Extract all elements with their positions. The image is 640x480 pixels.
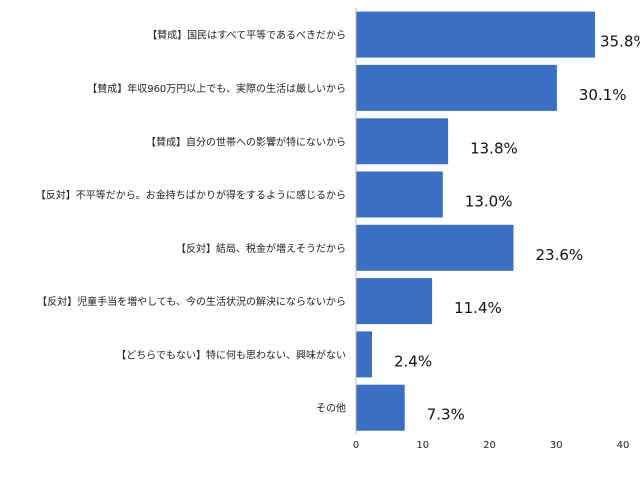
bar-5 <box>356 278 433 325</box>
category-label-4: 【反対】結局、税金が増えそうだから <box>176 242 346 255</box>
bar-4 <box>356 224 514 271</box>
bar-2 <box>356 118 449 165</box>
bar-3 <box>356 171 443 218</box>
value-label-7: 7.3% <box>427 406 465 424</box>
category-label-1: 【賛成】年収960万円以上でも、実際の生活は厳しいから <box>87 82 346 95</box>
value-label-2: 13.8% <box>470 139 518 157</box>
bar-7 <box>356 384 405 431</box>
bars-group <box>356 11 595 431</box>
x-tick-label-3: 30 <box>550 440 563 451</box>
value-label-0: 35.8% <box>600 33 640 51</box>
category-label-5: 【反対】児童手当を増やしても、今の生活状況の解決にならないから <box>37 295 346 308</box>
x-tick-label-1: 10 <box>416 440 429 451</box>
value-labels-group: 35.8% 30.1% 13.8% 13.0% 23.6% 11.4% 2.4% 7.3% <box>394 33 640 424</box>
category-labels-group: 【賛成】国民はすべて平等であるべきだから【賛成】年収960万円以上でも、実際の生… <box>36 29 346 415</box>
bar-0 <box>356 11 595 58</box>
x-tick-label-4: 40 <box>617 440 630 451</box>
value-label-6: 2.4% <box>394 352 432 370</box>
x-tick-labels-group: 0 10 20 30 40 <box>353 440 630 451</box>
category-label-0: 【賛成】国民はすべて平等であるべきだから <box>147 29 346 42</box>
category-label-3: 【反対】不平等だから。お金持ちばかりが得をするように感じるから <box>36 189 346 202</box>
x-tick-label-0: 0 <box>353 440 359 451</box>
value-label-5: 11.4% <box>454 299 502 317</box>
bar-1 <box>356 64 557 111</box>
bar-6 <box>356 331 372 378</box>
category-label-7: その他 <box>316 402 346 415</box>
value-label-1: 30.1% <box>579 86 627 104</box>
value-label-3: 13.0% <box>465 193 513 211</box>
category-label-6: 【どちらでもない】特に何も思わない、興味がない <box>116 348 346 361</box>
x-tick-label-2: 20 <box>483 440 496 451</box>
value-label-4: 23.6% <box>536 246 584 264</box>
category-label-2: 【賛成】自分の世帯への影響が特にないから <box>146 135 346 148</box>
